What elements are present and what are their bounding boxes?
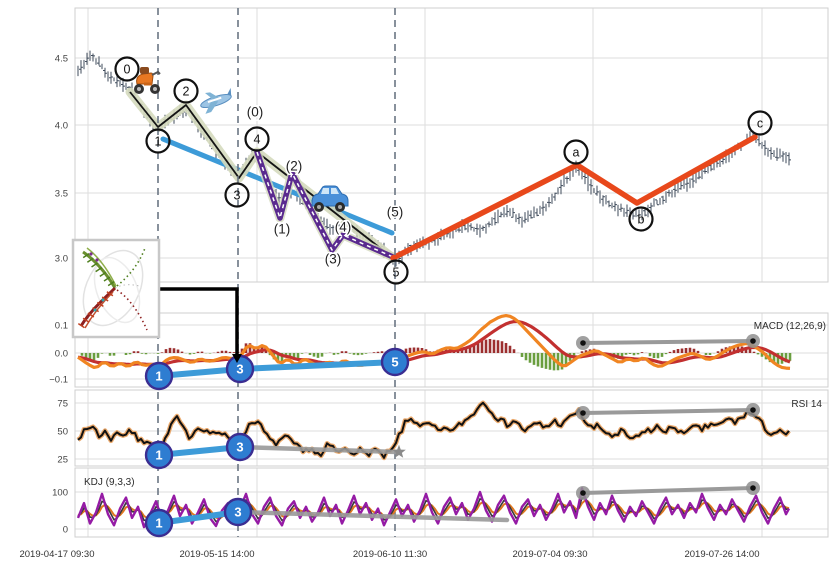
vehicle-icons <box>134 67 349 212</box>
macd-divergence-line <box>582 339 754 345</box>
star-marker <box>392 444 406 458</box>
kdj-divergence-line <box>582 486 754 495</box>
impulse-wave-line <box>129 91 394 259</box>
inset-and-connector <box>71 238 242 363</box>
kdj-marker-1 <box>144 508 174 538</box>
macd-marker-1 <box>144 361 174 391</box>
rsi-ytick-label: 75 <box>57 399 68 410</box>
kdj-panel-label: KDJ (9,3,3) <box>84 477 135 488</box>
wave-circle-1 <box>145 128 171 154</box>
rsi-series <box>76 400 791 461</box>
wave-labels: 0 1 2 3 4 5 a b c (0) (1) (2) (3) (4) (5) <box>114 56 773 285</box>
svg-text:c: c <box>757 117 763 131</box>
macd-marker-5 <box>380 347 410 377</box>
svg-text:1: 1 <box>155 516 162 531</box>
rsi-ytick-label: 25 <box>57 455 68 466</box>
wave-circle-5 <box>383 259 409 285</box>
divergence-markers <box>235 334 760 523</box>
rsi-ytick-label: 50 <box>57 427 68 438</box>
price-ytick-label: 4.5 <box>55 54 68 65</box>
wave-circle-b <box>628 206 654 232</box>
kdj-ytick-label: 0 <box>63 525 68 536</box>
gray-trendline <box>237 444 400 455</box>
svg-text:5: 5 <box>391 355 398 370</box>
wave-circle-2 <box>173 78 199 104</box>
abc-wave-line <box>390 134 758 261</box>
svg-text:3: 3 <box>234 505 241 520</box>
wave-circle-4 <box>244 126 270 152</box>
price-ytick-label: 4.0 <box>55 121 68 132</box>
svg-text:0: 0 <box>124 63 131 77</box>
wave-circle-0 <box>114 56 140 82</box>
scooter-icon <box>134 67 161 94</box>
subwave-label: (0) <box>247 105 264 120</box>
airplane-icon <box>200 87 232 114</box>
kdj-marker-3 <box>223 497 253 527</box>
macd-panel-label: MACD (12,26,9) <box>753 321 826 332</box>
axis-labels: 4.54.03.53.00.10.0−0.175502510002019-04-… <box>19 54 759 561</box>
rsi-panel-label: RSI 14 <box>791 399 822 410</box>
xtick-label: 2019-05-15 14:00 <box>179 549 254 560</box>
price-ytick-label: 3.0 <box>55 254 68 265</box>
svg-text:3: 3 <box>236 440 243 455</box>
subwave-label: (2) <box>286 159 303 174</box>
connector-arrowhead <box>232 354 242 363</box>
svg-text:2: 2 <box>183 85 190 99</box>
subwave-label: (1) <box>274 222 291 237</box>
macd-ytick-label: −0.1 <box>49 375 68 386</box>
kdj-ytick-label: 100 <box>52 488 68 499</box>
rsi-divergence-line <box>582 408 754 415</box>
xtick-label: 2019-06-10 11:30 <box>353 549 427 560</box>
xtick-label: 2019-07-26 14:00 <box>684 549 759 560</box>
svg-text:1: 1 <box>155 369 162 384</box>
price-panel <box>74 7 829 283</box>
wave-circle-3 <box>224 182 250 208</box>
macd-ytick-label: 0.1 <box>55 321 68 332</box>
svg-text:a: a <box>573 146 580 160</box>
subwave-label: (3) <box>325 252 342 267</box>
rsi-marker-1 <box>144 440 174 470</box>
subwave-label: (5) <box>387 205 404 220</box>
rsi-marker-3 <box>225 432 255 462</box>
macd-line <box>77 314 791 370</box>
xtick-label: 2019-07-04 09:30 <box>512 549 587 560</box>
price-ytick-label: 3.5 <box>55 189 68 200</box>
svg-text:4: 4 <box>254 133 261 147</box>
svg-text:1: 1 <box>155 135 162 149</box>
wave-overlays <box>125 87 758 263</box>
svg-text:3: 3 <box>234 189 241 203</box>
svg-text:b: b <box>638 213 645 227</box>
car-icon <box>311 185 349 212</box>
macd-ytick-label: 0.0 <box>55 349 68 360</box>
macd-series <box>77 314 792 371</box>
wave-circle-a <box>563 139 589 165</box>
macd-histogram-negative <box>80 353 792 371</box>
rsi-line <box>77 401 790 459</box>
gray-trendline <box>235 509 510 523</box>
inset-connector-line <box>160 287 239 355</box>
wave-circle-c <box>747 110 773 136</box>
subwave-label: (4) <box>335 220 352 235</box>
wave-point-markers: 1 3 5 1 3 1 3 <box>144 347 410 538</box>
svg-text:5: 5 <box>393 266 400 280</box>
blue-trendline <box>160 136 395 236</box>
svg-text:1: 1 <box>155 448 162 463</box>
inset-thumbnail <box>71 238 161 339</box>
svg-text:3: 3 <box>236 362 243 377</box>
xtick-label: 2019-04-17 09:30 <box>19 549 94 560</box>
